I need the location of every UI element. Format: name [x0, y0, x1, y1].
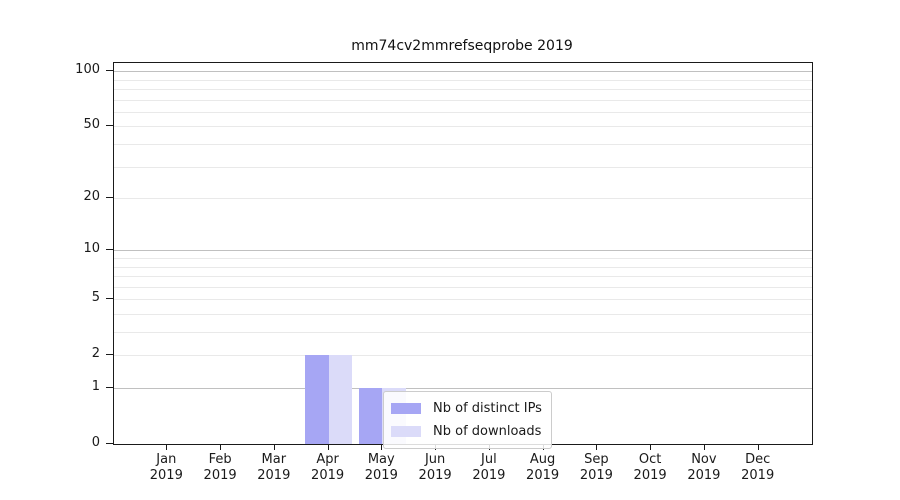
- y-tick-1: [106, 387, 113, 388]
- x-tick-may: [381, 444, 383, 450]
- month-name: Mar: [261, 452, 287, 467]
- legend-label-downloads: Nb of downloads: [433, 424, 542, 439]
- x-tick-label-jul: Jul 2019: [461, 452, 517, 484]
- chart-title: mm74cv2mmrefseqprobe 2019: [351, 38, 573, 54]
- y-tick-50: [106, 125, 113, 127]
- x-tick-label-oct: Oct 2019: [622, 452, 678, 484]
- y-tick-label-2: 2: [91, 346, 100, 362]
- month-year: 2019: [257, 468, 291, 483]
- y-tick-label-5: 5: [91, 290, 100, 306]
- gridline-8: [114, 266, 812, 268]
- month-year: 2019: [687, 468, 721, 483]
- x-tick-apr: [327, 444, 329, 450]
- x-tick-label-mar: Mar 2019: [246, 452, 302, 484]
- legend-row-downloads: Nb of downloads: [391, 420, 542, 443]
- gridline-60: [114, 111, 812, 113]
- y-tick-label-10: 10: [83, 241, 100, 257]
- month-name: Dec: [745, 452, 771, 467]
- month-year: 2019: [633, 468, 667, 483]
- legend-label-distinct-ips: Nb of distinct IPs: [433, 401, 542, 416]
- x-tick-label-apr: Apr 2019: [300, 452, 356, 484]
- month-year: 2019: [418, 468, 452, 483]
- x-tick-label-jun: Jun 2019: [407, 452, 463, 484]
- y-tick-label-1: 1: [91, 379, 100, 394]
- x-tick-label-may: May 2019: [353, 452, 409, 484]
- gridline-9: [114, 258, 812, 259]
- y-tick-5: [106, 298, 113, 300]
- x-tick-mar: [273, 444, 275, 450]
- x-tick-sep: [596, 444, 598, 450]
- gridline-5: [114, 299, 812, 301]
- y-tick-label-0: 0: [91, 435, 100, 450]
- y-tick-label-50: 50: [83, 117, 100, 133]
- x-tick-nov: [703, 444, 705, 450]
- y-tick-0: [106, 443, 113, 444]
- bar-nb-of-distinct-ips-may: [358, 388, 383, 444]
- gridline-2: [114, 355, 812, 357]
- legend: Nb of distinct IPs Nb of downloads: [383, 391, 552, 449]
- gridline-6: [114, 286, 812, 288]
- gridline-1: [114, 388, 812, 389]
- month-name: Oct: [638, 452, 662, 467]
- y-tick-label-20: 20: [83, 189, 100, 204]
- month-name: Jul: [481, 452, 497, 467]
- y-tick-20: [106, 197, 113, 198]
- gridline-10: [114, 250, 812, 252]
- month-year: 2019: [526, 468, 560, 483]
- x-tick-oct: [650, 444, 652, 450]
- gridline-3: [114, 332, 812, 333]
- gridline-4: [114, 314, 812, 315]
- bar-nb-of-downloads-apr: [328, 355, 353, 444]
- gridline-100: [114, 71, 812, 73]
- x-tick-label-sep: Sep 2019: [568, 452, 624, 484]
- gridline-70: [114, 99, 812, 101]
- month-year: 2019: [311, 468, 345, 483]
- x-tick-label-feb: Feb 2019: [192, 452, 248, 484]
- month-name: Jan: [156, 452, 177, 467]
- month-name: Apr: [316, 452, 339, 467]
- month-year: 2019: [472, 468, 506, 483]
- month-name: Sep: [584, 452, 609, 467]
- gridline-20: [114, 198, 812, 199]
- month-year: 2019: [203, 468, 237, 483]
- month-name: May: [367, 452, 395, 467]
- x-tick-label-jan: Jan 2019: [138, 452, 194, 484]
- plot-area: [113, 62, 813, 445]
- x-tick-feb: [220, 444, 222, 450]
- legend-swatch-distinct-ips: [391, 403, 421, 414]
- month-year: 2019: [149, 468, 183, 483]
- legend-row-distinct-ips: Nb of distinct IPs: [391, 397, 542, 420]
- gridline-50: [114, 126, 812, 128]
- gridline-40: [114, 143, 812, 145]
- y-tick-100: [106, 70, 113, 72]
- y-tick-10: [106, 249, 113, 251]
- gridline-30: [114, 166, 812, 168]
- month-name: Jun: [424, 452, 446, 467]
- month-year: 2019: [364, 468, 398, 483]
- y-tick-2: [106, 354, 113, 356]
- month-name: Nov: [691, 452, 717, 467]
- legend-swatch-downloads: [391, 426, 421, 437]
- x-tick-jan: [166, 444, 168, 450]
- x-tick-dec: [757, 444, 759, 450]
- x-tick-label-aug: Aug 2019: [515, 452, 571, 484]
- y-tick-label-100: 100: [75, 62, 100, 78]
- gridline-80: [114, 88, 812, 90]
- gridline-7: [114, 276, 812, 277]
- month-name: Feb: [208, 452, 232, 467]
- month-year: 2019: [579, 468, 613, 483]
- bar-nb-of-distinct-ips-apr: [305, 355, 329, 444]
- x-tick-label-dec: Dec 2019: [730, 452, 786, 484]
- x-tick-label-nov: Nov 2019: [676, 452, 732, 484]
- gridline-90: [114, 79, 812, 81]
- month-year: 2019: [741, 468, 775, 483]
- month-name: Aug: [529, 452, 556, 467]
